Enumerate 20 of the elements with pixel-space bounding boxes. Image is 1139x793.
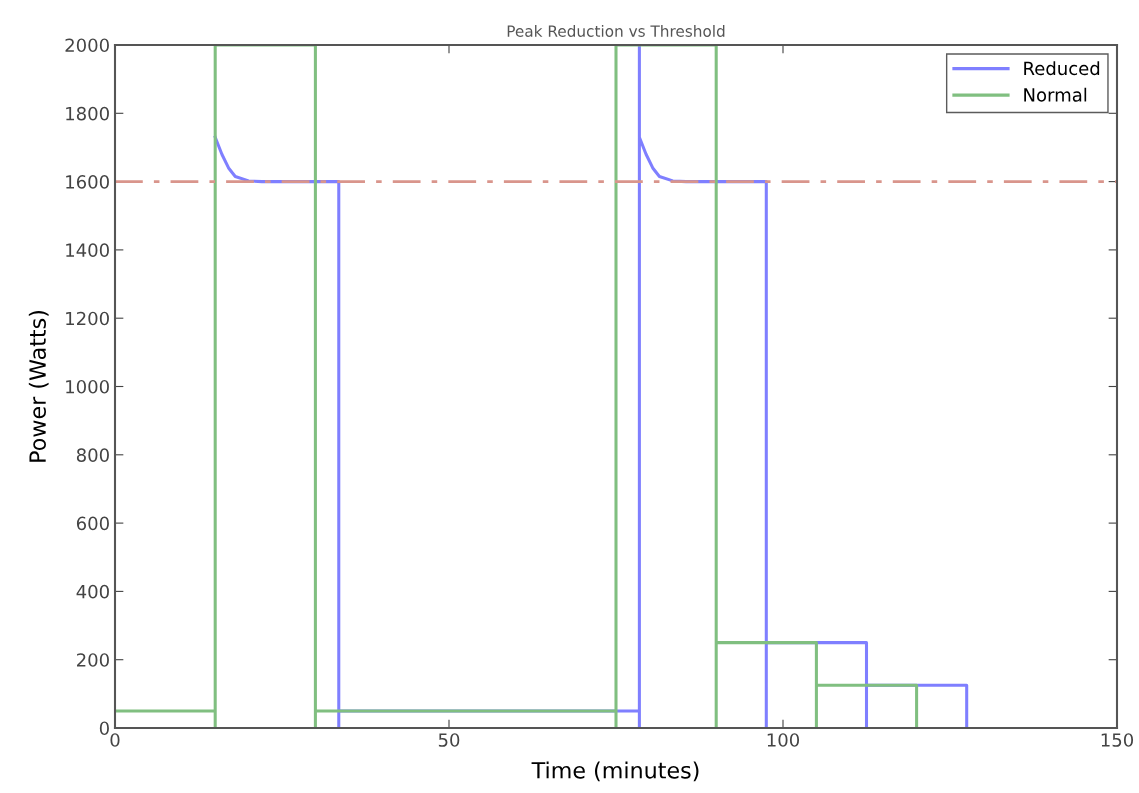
legend-label: Reduced — [1024, 61, 1100, 76]
y-tick-label: 800 — [76, 448, 109, 462]
x-tick-label: 100 — [767, 733, 800, 747]
y-tick-label: 1800 — [66, 106, 109, 121]
x-tick-label: 150 — [1101, 733, 1134, 747]
x-tick-label: 0 — [110, 733, 120, 747]
y-tick-label: 1200 — [66, 311, 109, 326]
y-tick-label: 1000 — [66, 379, 109, 394]
y-tick-label: 600 — [76, 516, 109, 531]
y-tick-label: 200 — [77, 653, 109, 667]
x-axis-title: Time (minutes) — [531, 761, 699, 782]
y-tick-label: 1400 — [66, 243, 109, 258]
legend-label: Normal — [1024, 87, 1087, 102]
chart-title: Peak Reduction vs Threshold — [507, 25, 725, 37]
y-tick-label: 1600 — [66, 175, 109, 189]
y-axis-title: Power (Watts) — [28, 311, 49, 462]
y-tick-label: 400 — [76, 584, 109, 599]
x-tick-label: 50 — [438, 733, 460, 747]
y-tick-label: 2000 — [65, 38, 109, 53]
y-tick-label: 0 — [99, 721, 109, 736]
